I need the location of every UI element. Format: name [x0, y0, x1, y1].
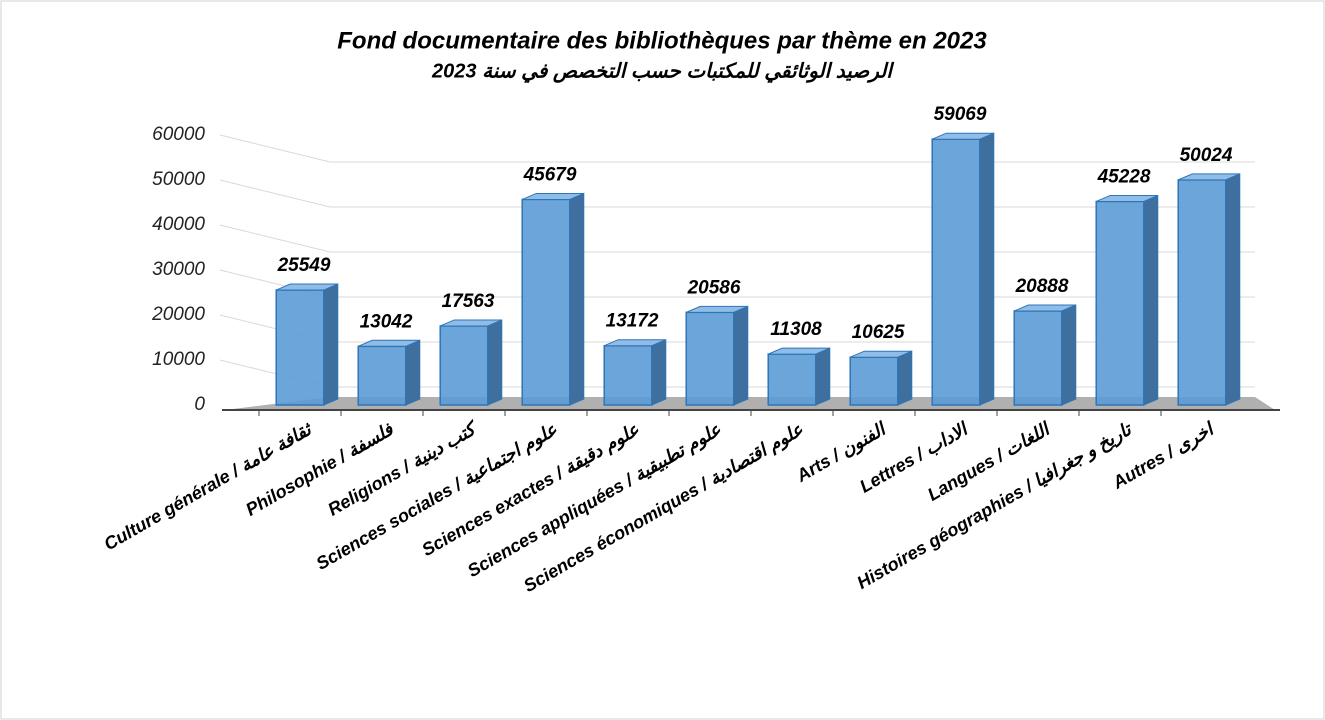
bar: [521, 192, 585, 406]
bar-side: [487, 319, 503, 406]
bar: [439, 319, 503, 406]
bar: [357, 339, 421, 406]
bar-top: [1014, 304, 1076, 312]
bar: [1095, 194, 1159, 406]
data-label: 45679: [523, 164, 577, 185]
bar-front: [357, 345, 407, 406]
bar-top: [1096, 194, 1158, 202]
bar: [1013, 304, 1077, 406]
bar-top: [850, 350, 912, 358]
bar-top: [522, 192, 584, 200]
bar-front: [1013, 310, 1063, 406]
bar-top: [686, 305, 748, 313]
data-label: 45228: [1097, 166, 1151, 187]
bar-side: [815, 347, 831, 406]
data-label: 13172: [606, 311, 659, 332]
bar-front: [521, 198, 571, 406]
bar-front: [439, 325, 489, 406]
bar: [767, 347, 831, 406]
data-label: 10625: [852, 322, 905, 343]
bar-side: [1225, 173, 1241, 406]
data-label: 13042: [360, 311, 413, 332]
bar-side: [897, 350, 913, 406]
bar: [685, 305, 749, 406]
data-label: 11308: [770, 319, 822, 340]
bar: [849, 350, 913, 406]
bar-front: [1177, 179, 1227, 406]
data-label: 17563: [442, 291, 495, 312]
bar-top: [768, 347, 830, 355]
chart-subtitle: الرصيد الوثائقي للمكتبات حسب التخصص في س…: [431, 60, 894, 83]
chart-title: Fond documentaire des bibliothèques par …: [337, 27, 987, 54]
bar-front: [1095, 200, 1145, 406]
bar-top: [358, 339, 420, 347]
bar-top: [1178, 173, 1240, 181]
data-label: 59069: [934, 104, 987, 125]
bar-side: [569, 192, 585, 406]
data-label: 25549: [277, 255, 331, 276]
bar-front: [849, 356, 899, 406]
bar: [275, 283, 339, 406]
bar-side: [1143, 194, 1159, 406]
y-tick-label: 50000: [152, 169, 205, 190]
bar-front: [275, 289, 325, 406]
data-label: 20888: [1015, 276, 1069, 297]
y-tick-label: 40000: [152, 214, 205, 235]
y-tick-label: 30000: [152, 259, 205, 280]
y-tick-label: 10000: [152, 349, 205, 370]
bar-side: [323, 283, 339, 406]
bar-front: [685, 311, 735, 406]
bar: [931, 132, 995, 406]
bar: [603, 338, 667, 406]
y-tick-label: 0: [194, 394, 205, 415]
bar: [1177, 173, 1241, 406]
data-label: 20586: [687, 277, 741, 298]
bar-side: [733, 305, 749, 406]
y-tick-label: 60000: [152, 124, 205, 145]
bar-side: [651, 338, 667, 406]
bar-top: [276, 283, 338, 291]
bar-side: [405, 339, 421, 406]
bar-side: [1061, 304, 1077, 406]
bar-front: [931, 138, 981, 406]
y-tick-label: 20000: [151, 304, 205, 325]
bar-top: [440, 319, 502, 327]
bar-side: [979, 132, 995, 406]
bar-top: [604, 339, 666, 347]
data-label: 50024: [1180, 145, 1233, 166]
bar-front: [767, 353, 817, 406]
bar-front: [603, 344, 653, 406]
bar-top: [932, 132, 994, 140]
